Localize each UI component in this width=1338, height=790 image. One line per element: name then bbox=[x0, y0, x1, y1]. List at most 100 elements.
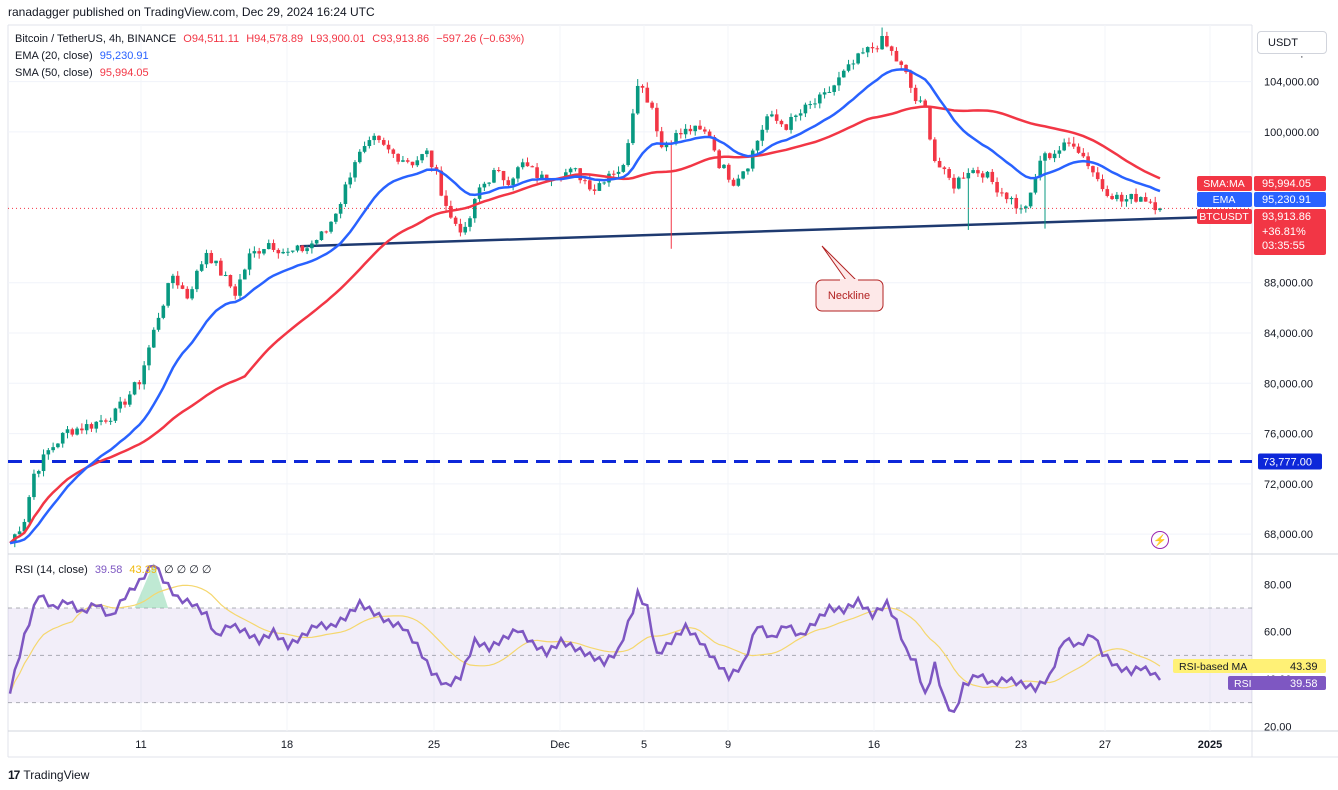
price-tick-label: 84,000.00 bbox=[1264, 328, 1313, 340]
rsi-tag-value: 39.58 bbox=[1290, 678, 1318, 690]
ohlc-low: L93,900.01 bbox=[310, 33, 366, 45]
candle-body bbox=[468, 218, 472, 227]
candle-body bbox=[46, 450, 51, 455]
candle-body bbox=[635, 85, 640, 114]
time-tick-label: 27 bbox=[1099, 739, 1111, 751]
candle-body bbox=[180, 285, 185, 289]
candle-body bbox=[238, 279, 242, 296]
candle-body bbox=[32, 473, 36, 498]
candle-body bbox=[755, 140, 760, 151]
candle-body bbox=[1081, 152, 1086, 157]
price-tag-box bbox=[1254, 192, 1326, 207]
candle-body bbox=[913, 87, 918, 102]
price-tick-label: 72,000.00 bbox=[1264, 479, 1313, 491]
rsi-tag-box bbox=[1228, 676, 1326, 690]
rsi-ma-tag-name: RSI-based MA bbox=[1179, 661, 1247, 673]
candle-body bbox=[1153, 202, 1158, 211]
price-axis: 68,000.00 72,000.00 76,000.00 80,000.00 84,0… bbox=[8, 51, 1319, 541]
candle-body bbox=[583, 180, 587, 182]
candle-body bbox=[564, 172, 568, 179]
candle-body bbox=[976, 170, 980, 174]
candle-body bbox=[942, 167, 947, 170]
candle-body bbox=[889, 46, 894, 51]
candle-body bbox=[573, 168, 578, 170]
rsi-tick-label: 20.00 bbox=[1264, 721, 1292, 733]
candle-body bbox=[190, 289, 194, 299]
price-tag-box bbox=[1254, 209, 1326, 255]
ema-value: 95,230.91 bbox=[99, 50, 149, 62]
candle-body bbox=[458, 223, 463, 233]
price-tag-name-box bbox=[1197, 209, 1252, 224]
candle-body bbox=[923, 100, 928, 107]
candle-body bbox=[295, 245, 300, 251]
price-tag-name: SMA:MA bbox=[1203, 178, 1244, 190]
candle-body bbox=[894, 50, 899, 62]
rsi-label: RSI (14, close) bbox=[15, 564, 88, 576]
ema-legend[interactable]: EMA (20, close) 95,230.91 bbox=[15, 50, 149, 62]
candle-body bbox=[789, 116, 793, 130]
candle-body bbox=[679, 133, 683, 135]
candle-body bbox=[132, 382, 137, 395]
candle-body bbox=[123, 401, 127, 405]
candle-body bbox=[1009, 197, 1014, 200]
candle-body bbox=[233, 286, 238, 296]
candle-body bbox=[314, 240, 319, 244]
candle-body bbox=[1014, 197, 1019, 209]
candle-body bbox=[80, 428, 84, 431]
candle-body bbox=[405, 160, 410, 162]
footer-brand: 17 TradingView bbox=[8, 768, 89, 782]
tradingview-logo-icon: 17 bbox=[8, 768, 20, 782]
candle-body bbox=[899, 61, 904, 65]
candle-body bbox=[770, 114, 774, 117]
time-tick-label: 2025 bbox=[1198, 739, 1222, 751]
candle-body bbox=[990, 171, 995, 182]
sma-legend[interactable]: SMA (50, close) 95,994.05 bbox=[15, 67, 149, 79]
rsi-ma-tag-box bbox=[1173, 659, 1326, 673]
candle-body bbox=[856, 53, 860, 64]
candle-body bbox=[482, 183, 487, 188]
candle-body bbox=[520, 162, 525, 168]
candle-body bbox=[310, 243, 314, 249]
candle-body bbox=[84, 424, 89, 431]
candle-body bbox=[185, 288, 190, 299]
ema-label: EMA (20, close) bbox=[15, 50, 93, 62]
candle-body bbox=[118, 401, 123, 409]
candle-body bbox=[266, 243, 271, 250]
rsi-ma-tag-value: 43.39 bbox=[1290, 661, 1318, 673]
sma-50-line bbox=[9, 105, 1161, 545]
candle-body bbox=[1124, 199, 1129, 202]
candle-body bbox=[247, 253, 252, 270]
candle-body bbox=[722, 164, 726, 169]
candle-body bbox=[60, 432, 65, 444]
candle-body bbox=[1057, 150, 1062, 154]
candle-body bbox=[372, 135, 376, 141]
time-tick-label: 11 bbox=[135, 739, 146, 751]
lightning-icon[interactable]: ⚡ bbox=[1151, 531, 1169, 549]
candle-body bbox=[774, 114, 779, 121]
candle-body bbox=[127, 394, 132, 405]
time-tick-label: 5 bbox=[641, 739, 647, 751]
candle-body bbox=[36, 471, 41, 474]
time-tick-label: 25 bbox=[428, 739, 440, 751]
candle-body bbox=[980, 173, 985, 178]
candle-body bbox=[813, 103, 817, 105]
candle-body bbox=[1143, 197, 1148, 202]
candle-body bbox=[1110, 195, 1114, 200]
candle-body bbox=[1105, 189, 1110, 196]
candle-body bbox=[487, 182, 491, 184]
candle-body bbox=[334, 213, 338, 222]
rsi-legend[interactable]: RSI (14, close) 39.58 43.39 ∅ ∅ ∅ ∅ bbox=[15, 563, 212, 576]
neckline-callout: Neckline bbox=[815, 245, 884, 312]
rsi-tags: RSI-based MA 43.39 RSI 39.58 bbox=[1173, 659, 1326, 690]
price-tick-label: 76,000.00 bbox=[1264, 429, 1313, 441]
rsi-extra-values: ∅ ∅ ∅ ∅ bbox=[164, 564, 212, 576]
candle-body bbox=[798, 113, 803, 116]
candle-body bbox=[27, 497, 31, 522]
currency-button[interactable]: USDT bbox=[1257, 31, 1327, 54]
candle-body bbox=[693, 125, 698, 132]
candle-body bbox=[875, 48, 880, 50]
candle-body bbox=[377, 135, 381, 141]
candle-body bbox=[113, 408, 118, 421]
